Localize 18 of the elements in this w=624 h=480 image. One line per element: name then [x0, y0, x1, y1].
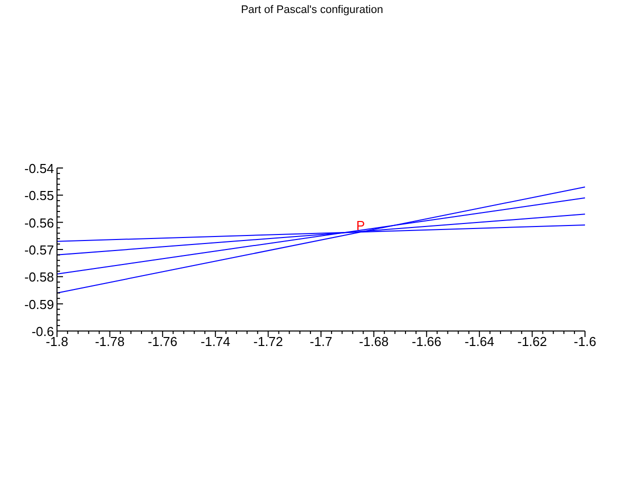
x-tick-label: -1.7: [310, 334, 332, 349]
x-tick-label: -1.78: [94, 334, 125, 349]
x-tick-label: -1.68: [358, 334, 389, 349]
annotation: P: [356, 218, 365, 234]
y-tick-label: -0.57: [24, 242, 54, 258]
x-tick-label: -1.74: [200, 334, 230, 349]
x-tick-label: -1.62: [517, 334, 548, 349]
y-tick-label: -0.59: [24, 296, 54, 312]
x-tick-label: -1.72: [253, 334, 284, 349]
y-tick-label: -0.58: [24, 270, 54, 285]
x-tick-label: -1.76: [148, 334, 178, 349]
x-tick-label: -1.66: [412, 334, 442, 349]
y-tick-label: -0.56: [24, 215, 54, 230]
y-tick-label: -0.54: [24, 161, 54, 176]
y-tick-label: -0.55: [24, 188, 54, 204]
x-tick-label: -1.6: [574, 334, 596, 349]
chart-title: Part of Pascal's configuration: [240, 4, 384, 16]
x-tick-label: -1.64: [464, 334, 494, 349]
